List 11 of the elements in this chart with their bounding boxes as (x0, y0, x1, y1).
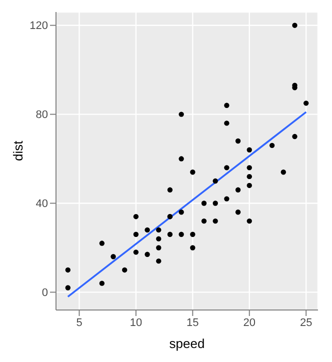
x-tick-label: 15 (186, 316, 199, 329)
x-tick-label: 25 (300, 316, 312, 329)
y-tick-label: 120 (30, 20, 48, 32)
x-axis-title: speed (169, 336, 205, 351)
y-axis-title: dist (10, 140, 26, 161)
x-tick-label: 10 (130, 316, 142, 329)
y-tick-label: 0 (42, 287, 48, 300)
x-tick-label: 5 (76, 316, 82, 329)
y-tick-label: 80 (36, 109, 48, 122)
y-tick-label: 40 (36, 198, 48, 210)
x-tick-label: 20 (243, 316, 256, 329)
